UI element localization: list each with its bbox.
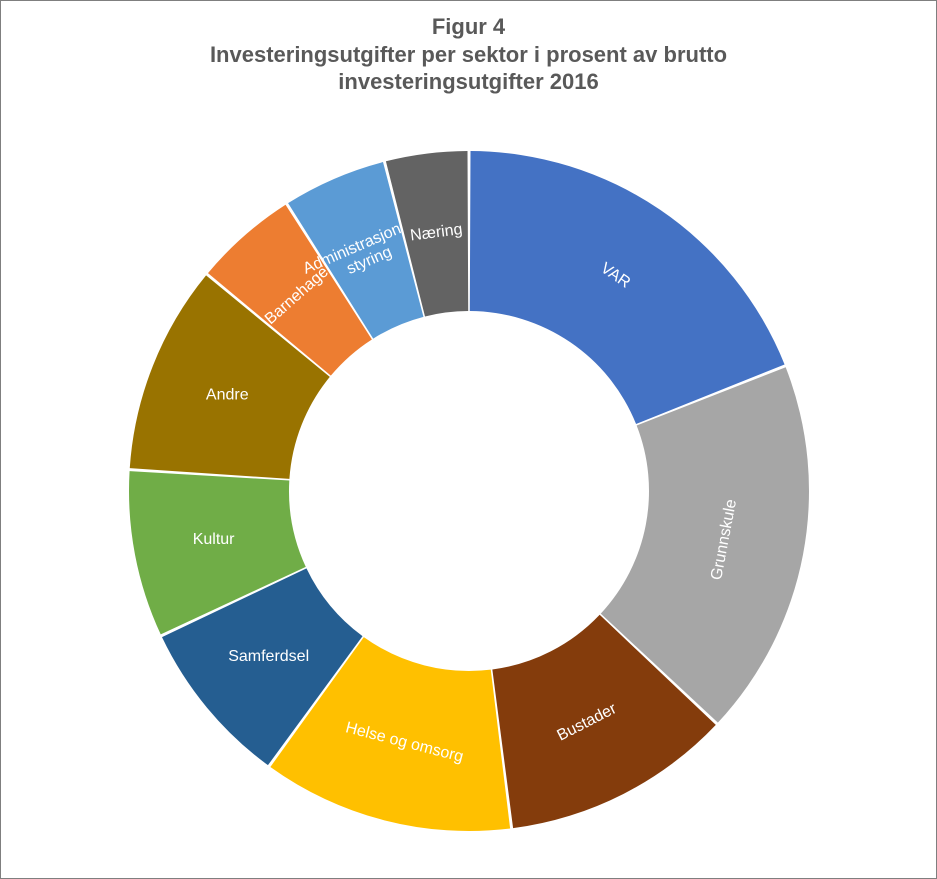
slice-label: Kultur <box>192 531 234 548</box>
slice-label: Samferdsel <box>228 648 309 665</box>
donut-chart: VARGrunnskuleBustaderHelse og omsorgSamf… <box>119 141 819 841</box>
donut-svg: VARGrunnskuleBustaderHelse og omsorgSamf… <box>119 141 819 841</box>
chart-frame: Figur 4 Investeringsutgifter per sektor … <box>0 0 937 879</box>
title-line-1: Figur 4 <box>1 13 936 41</box>
chart-title: Figur 4 Investeringsutgifter per sektor … <box>1 13 936 96</box>
title-line-3: investeringsutgifter 2016 <box>1 68 936 96</box>
slice-var <box>469 151 784 424</box>
title-line-2: Investeringsutgifter per sektor i prosen… <box>1 41 936 69</box>
slice-label: Andre <box>205 387 248 404</box>
